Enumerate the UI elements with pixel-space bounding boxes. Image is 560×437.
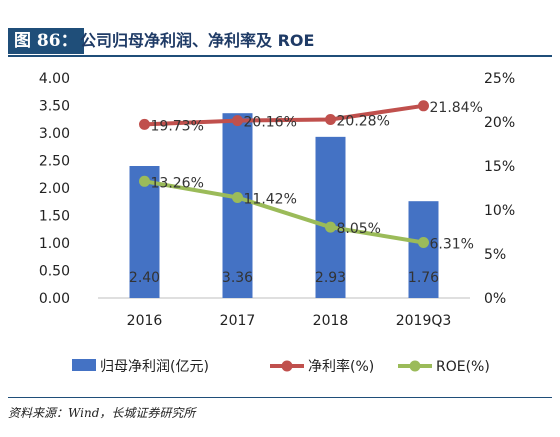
bar-data-label: 3.36 (222, 270, 253, 286)
title-divider (8, 55, 552, 57)
legend-label: 净利率(%) (308, 358, 374, 375)
source-divider (8, 397, 552, 398)
bar (408, 201, 439, 298)
legend-swatch-bar (72, 359, 96, 371)
net-margin-point (139, 118, 150, 130)
y-right-tick-label: 0% (484, 291, 506, 307)
bar (129, 166, 160, 298)
figure-number: 图 86： (8, 28, 84, 54)
y-left-tick-label: 3.50 (39, 99, 70, 115)
net-margin-label: 20.16% (244, 115, 297, 131)
y-right-tick-label: 10% (484, 203, 515, 219)
y-left-tick-label: 2.00 (39, 181, 70, 197)
roe-point (418, 236, 429, 248)
x-tick-label: 2018 (313, 313, 349, 329)
net-margin-point (325, 114, 336, 126)
y-left-tick-label: 2.50 (39, 154, 70, 170)
net-margin-line (144, 103, 424, 127)
roe-point (139, 175, 150, 187)
net-margin-point (418, 100, 429, 112)
net-margin-label: 20.28% (337, 114, 390, 130)
roe-point (325, 221, 336, 233)
legend-label: 归母净利润(亿元) (100, 358, 209, 375)
combo-chart: 4.003.503.002.502.001.501.000.500.0025%2… (39, 71, 515, 375)
roe-label: 11.42% (244, 192, 297, 208)
x-tick-label: 2016 (127, 313, 163, 329)
roe-label: 13.26% (151, 175, 204, 191)
figure-title-bar: 图 86： 公司归母净利润、净利率及 ROE (8, 28, 552, 57)
roe-label: 6.31% (430, 236, 474, 252)
y-left-tick-label: 3.00 (39, 126, 70, 142)
roe-line (144, 179, 424, 245)
bar-data-label: 1.76 (408, 270, 439, 286)
roe-label: 8.05% (337, 221, 381, 237)
y-left-tick-label: 0.00 (39, 291, 70, 307)
bar-data-label: 2.93 (315, 270, 346, 286)
y-left-tick-label: 0.50 (39, 264, 70, 280)
roe-point (232, 192, 243, 204)
legend-swatch-marker (409, 360, 421, 372)
y-left-tick-label: 1.00 (39, 236, 70, 252)
figure-title: 公司归母净利润、净利率及 ROE (80, 31, 315, 50)
y-right-tick-label: 5% (484, 247, 506, 263)
net-margin-point (232, 115, 243, 127)
x-tick-label: 2019Q3 (396, 313, 452, 329)
source-note: 资料来源：Wind，长城证券研究所 (8, 406, 196, 420)
bar (315, 136, 346, 298)
y-right-tick-label: 20% (484, 115, 515, 131)
bar-data-label: 2.40 (129, 270, 160, 286)
legend-label: ROE(%) (436, 359, 490, 375)
y-left-tick-label: 4.00 (39, 71, 70, 87)
y-right-tick-label: 25% (484, 71, 515, 87)
net-margin-label: 19.73% (151, 118, 204, 134)
net-margin-label: 21.84% (430, 100, 483, 116)
y-right-tick-label: 15% (484, 159, 515, 175)
y-left-tick-label: 1.50 (39, 209, 70, 225)
legend-swatch-marker (281, 360, 293, 372)
x-tick-label: 2017 (220, 313, 256, 329)
bar (222, 113, 253, 298)
